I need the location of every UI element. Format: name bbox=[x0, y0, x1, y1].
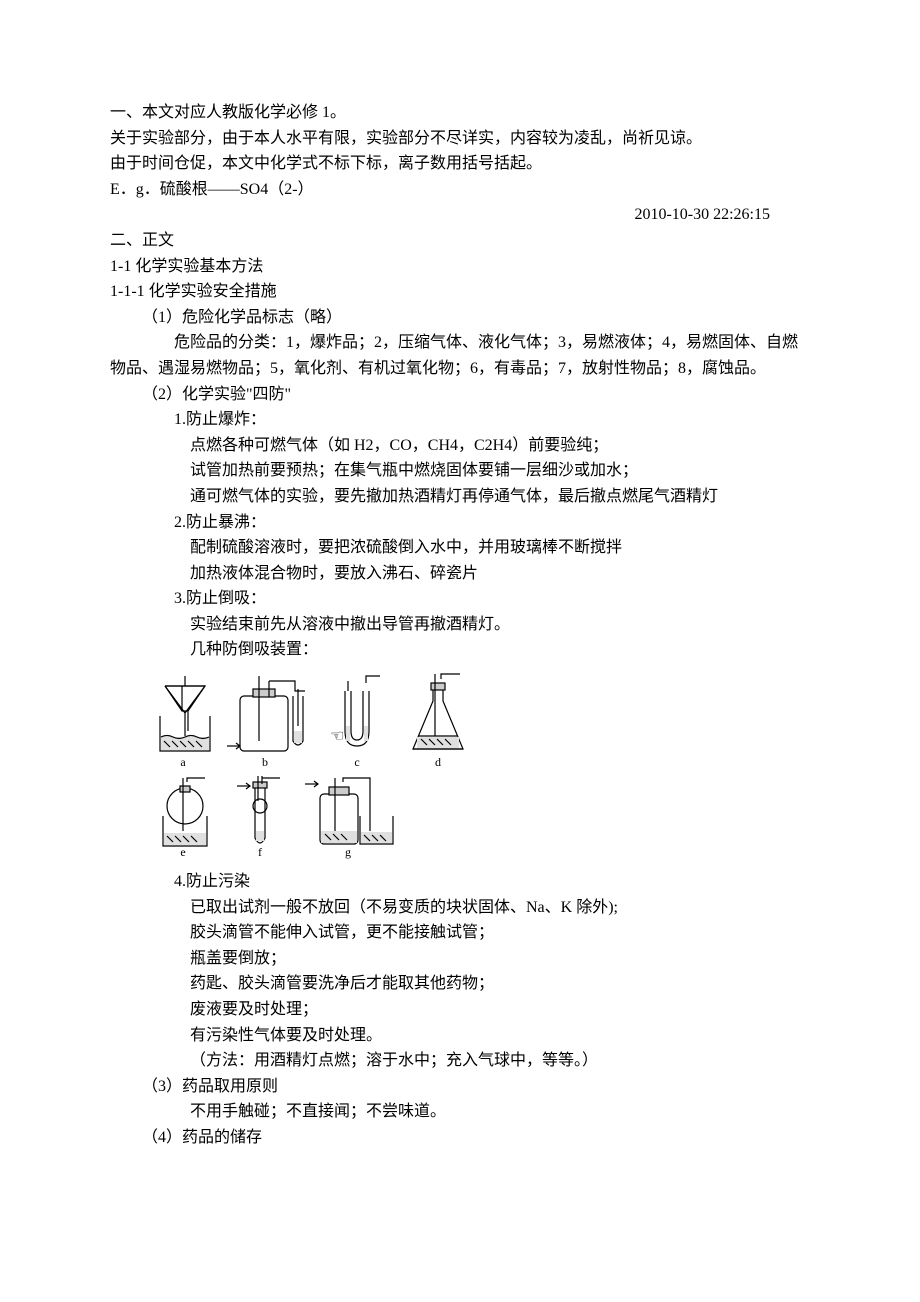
apparatus-e bbox=[163, 778, 207, 846]
p2-3b: 几种防倒吸装置： bbox=[110, 637, 810, 663]
p2-1c: 通可燃气体的实验，要先撤加热酒精灯再停通气体，最后撤点燃尾气酒精灯 bbox=[110, 484, 810, 510]
p2-4b: 胶头滴管不能伸入试管，更不能接触试管； bbox=[110, 920, 810, 946]
section-1-1: 1-1 化学实验基本方法 bbox=[110, 254, 810, 280]
label-e: e bbox=[180, 845, 185, 859]
intro-line-1: 一、本文对应人教版化学必修 1。 bbox=[110, 100, 810, 126]
anti-suckback-figure: a b ☜ c bbox=[150, 671, 490, 861]
p1-body: 危险品的分类：1，爆炸品；2，压缩气体、液化气体；3，易燃液体；4，易燃固体、自… bbox=[110, 330, 810, 381]
p2-4f: 有污染性气体要及时处理。 bbox=[110, 1023, 810, 1049]
p2-2b: 加热液体混合物时，要放入沸石、碎瓷片 bbox=[110, 561, 810, 587]
apparatus-d bbox=[413, 674, 463, 749]
p2-3a: 实验结束前先从溶液中撤出导管再撤酒精灯。 bbox=[110, 612, 810, 638]
apparatus-a bbox=[160, 676, 210, 751]
label-d: d bbox=[435, 755, 441, 769]
p3-a: 不用手触碰；不直接闻；不尝味道。 bbox=[110, 1099, 810, 1125]
intro-line-4: E．g．硫酸根——SO4（2-） bbox=[110, 177, 810, 203]
doc-date: 2010-10-30 22:26:15 bbox=[110, 202, 810, 228]
p2-4a: 已取出试剂一般不放回（不易变质的块状固体、Na、K 除外); bbox=[110, 895, 810, 921]
apparatus-f bbox=[237, 776, 280, 843]
p2-4e: 废液要及时处理； bbox=[110, 997, 810, 1023]
p2-head: （2）化学实验"四防" bbox=[110, 382, 810, 408]
intro-line-3: 由于时间仓促，本文中化学式不标下标，离子数用括号括起。 bbox=[110, 151, 810, 177]
p2-1a: 点燃各种可燃气体（如 H2，CO，CH4，C2H4）前要验纯； bbox=[110, 433, 810, 459]
label-g: g bbox=[345, 845, 351, 859]
p2-4g: （方法：用酒精灯点燃；溶于水中；充入气球中，等等。） bbox=[110, 1048, 810, 1074]
p3-head: （3）药品取用原则 bbox=[110, 1074, 810, 1100]
label-c: c bbox=[354, 755, 359, 769]
p2-4c: 瓶盖要倒放； bbox=[110, 946, 810, 972]
label-b: b bbox=[262, 755, 268, 769]
p1-head: （1）危险化学品标志（略） bbox=[110, 305, 810, 331]
section-2-title: 二、正文 bbox=[110, 228, 810, 254]
apparatus-c bbox=[345, 676, 380, 746]
hand-icon: ☜ bbox=[330, 728, 344, 745]
apparatus-g bbox=[305, 778, 393, 844]
p2-1b: 试管加热前要预热；在集气瓶中燃烧固体要铺一层细沙或加水； bbox=[110, 458, 810, 484]
p2-2: 2.防止暴沸： bbox=[110, 510, 810, 536]
apparatus-svg: a b ☜ c bbox=[150, 671, 490, 861]
section-1-1-1: 1-1-1 化学实验安全措施 bbox=[110, 279, 810, 305]
apparatus-b bbox=[227, 676, 305, 751]
p2-2a: 配制硫酸溶液时，要把浓硫酸倒入水中，并用玻璃棒不断搅拌 bbox=[110, 535, 810, 561]
label-a: a bbox=[180, 755, 186, 769]
p2-3: 3.防止倒吸： bbox=[110, 586, 810, 612]
p2-4: 4.防止污染 bbox=[110, 869, 810, 895]
p2-4d: 药匙、胶头滴管要洗净后才能取其他药物； bbox=[110, 971, 810, 997]
p4-head: （4）药品的储存 bbox=[110, 1125, 810, 1151]
intro-line-2: 关于实验部分，由于本人水平有限，实验部分不尽详实，内容较为凌乱，尚祈见谅。 bbox=[110, 126, 810, 152]
p2-1: 1.防止爆炸： bbox=[110, 407, 810, 433]
label-f: f bbox=[258, 845, 262, 859]
